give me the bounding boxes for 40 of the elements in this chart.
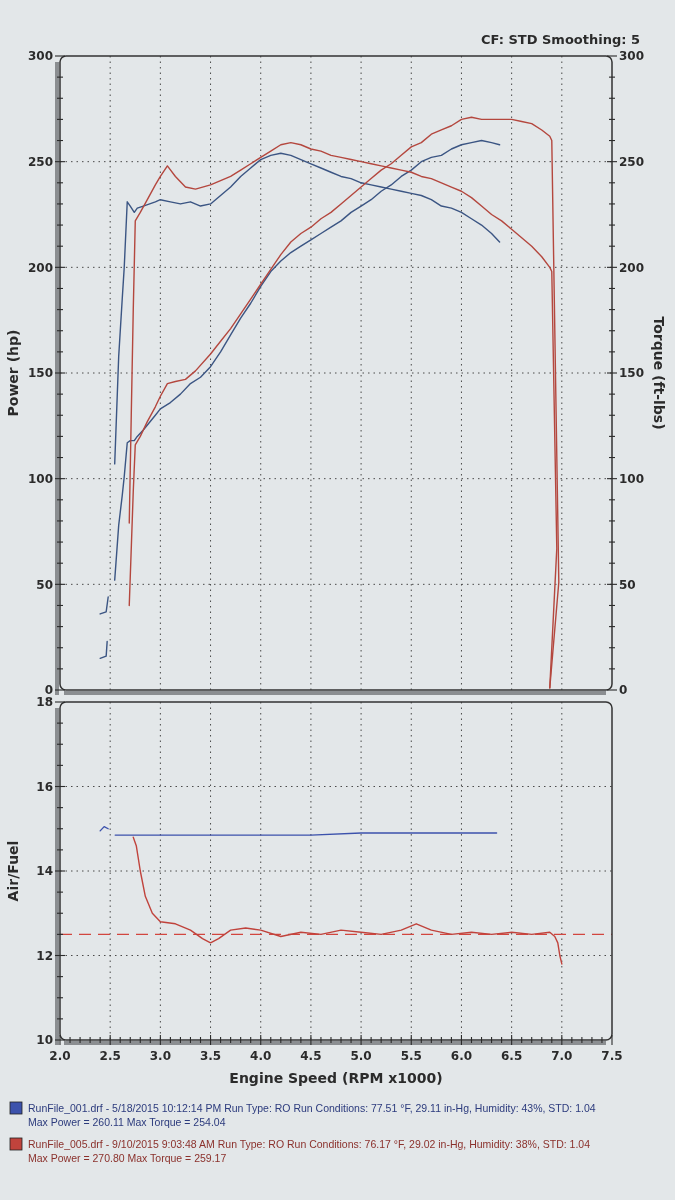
x-tick-label: 6.0 xyxy=(450,1049,473,1063)
y-tick-label: 0 xyxy=(44,683,53,698)
y-tick-label: 200 xyxy=(27,260,53,275)
y-tick-label: 100 xyxy=(27,471,53,486)
x-tick-label: 2.5 xyxy=(99,1049,121,1063)
y-tick-label: 16 xyxy=(36,779,53,794)
y2-tick-label: 0 xyxy=(619,683,628,698)
x-tick-label: 3.5 xyxy=(199,1049,222,1063)
x-tick-label: 2.0 xyxy=(49,1049,71,1063)
x-tick-label: 7.0 xyxy=(551,1049,573,1063)
y2-tick-label: 50 xyxy=(619,577,636,592)
chart-subtitle: CF: STD Smoothing: 5 xyxy=(480,32,640,47)
y2-tick-label: 100 xyxy=(619,471,645,486)
x-tick-label: 5.5 xyxy=(400,1049,422,1063)
y-axis-title: Power (hp) xyxy=(5,329,21,417)
y2-axis-title: Torque (ft-lbs) xyxy=(651,316,667,430)
x-tick-label: 6.5 xyxy=(501,1049,523,1063)
y2-tick-label: 300 xyxy=(619,49,645,64)
legend-label: RunFile_001.drf - 5/18/2015 10:12:14 PM Run Type: RO Run Conditions: 77.51 °F, 29.11 in-Hg, Humidity: 43%, STD: 1.04 xyxy=(28,1102,596,1114)
x-tick-label: 4.0 xyxy=(250,1049,272,1063)
y-tick-label: 18 xyxy=(36,695,53,710)
y-tick-label: 150 xyxy=(27,366,53,381)
y-tick-label: 250 xyxy=(27,154,53,169)
legend-label: RunFile_005.drf - 9/10/2015 9:03:48 AM Run Type: RO Run Conditions: 76.17 °F, 29.02 in-Hg, Humidity: 38%, STD: 1.04 xyxy=(28,1138,591,1150)
y-tick-label: 10 xyxy=(36,1033,53,1048)
y2-tick-label: 200 xyxy=(619,260,645,275)
y-tick-label: 300 xyxy=(27,49,53,64)
x-tick-label: 7.5 xyxy=(601,1049,623,1063)
y-tick-label: 50 xyxy=(36,577,53,592)
y2-tick-label: 150 xyxy=(619,366,645,381)
text: Max Power = 260.11 Max Torque = 254.04 xyxy=(28,1116,226,1128)
x-tick-label: 3.0 xyxy=(149,1049,171,1063)
y-axis-title: Air/Fuel xyxy=(5,840,21,902)
y-tick-label: 14 xyxy=(36,864,53,879)
x-axis-title: Engine Speed (RPM x1000) xyxy=(229,1070,443,1086)
x-tick-label: 5.0 xyxy=(350,1049,372,1063)
y2-tick-label: 250 xyxy=(619,154,645,169)
y-tick-label: 12 xyxy=(36,948,53,963)
text: Max Power = 270.80 Max Torque = 259.17 xyxy=(28,1152,227,1164)
x-tick-label: 4.5 xyxy=(300,1049,322,1063)
